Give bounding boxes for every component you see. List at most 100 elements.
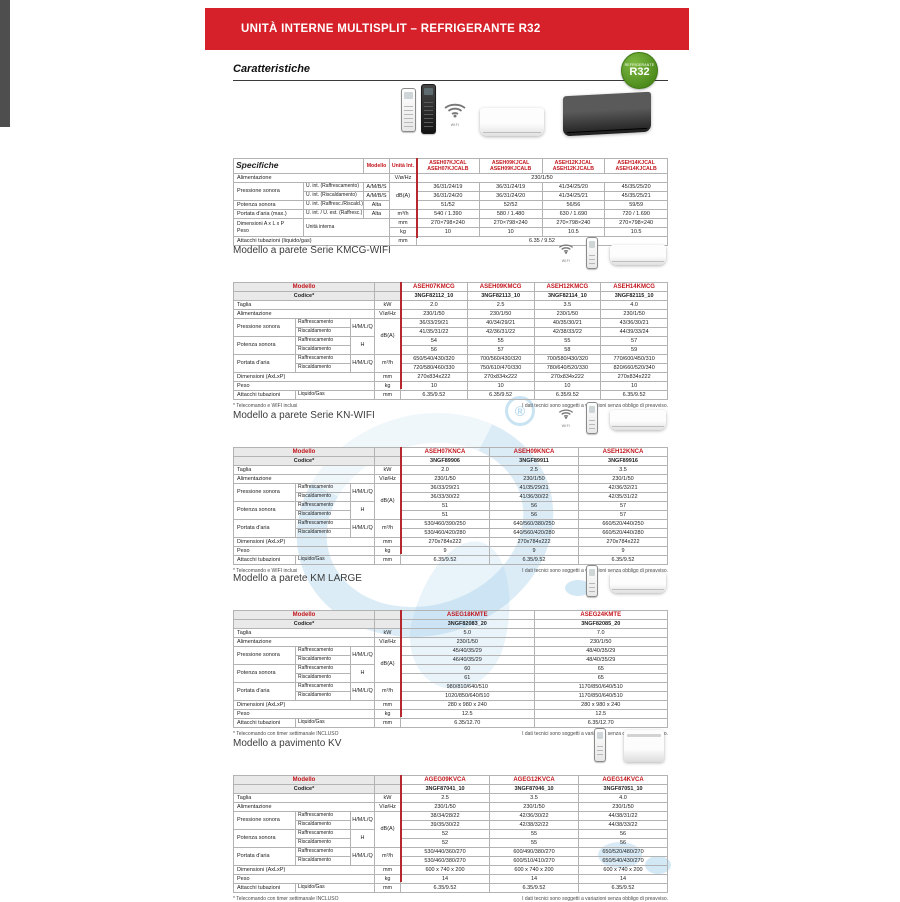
table-row: Dimensioni (AxLxP) mm 270x834x222 270x834x2… bbox=[232, 372, 668, 382]
table-cell: Liquido/Gas bbox=[294, 718, 376, 728]
table-cell: Liquido/Gas bbox=[294, 390, 376, 400]
table-row: Potenza sonora Raffrescamento H 52 55 56 bbox=[233, 829, 668, 848]
section-title: Modello a parete KM LARGE bbox=[233, 573, 362, 584]
remote-control-image bbox=[586, 402, 598, 434]
table-row: Codice* 3NGF82083_20 3NGF82085_20 bbox=[232, 619, 669, 629]
table-cell: 5.0 bbox=[400, 628, 535, 638]
table-cell: 57 bbox=[466, 345, 535, 355]
table-cell: U. int. (Raffresc./Riscald.) bbox=[303, 200, 364, 210]
table-cell: ASEH12KNCA bbox=[578, 447, 668, 457]
table-row: Dimensioni (AxLxP) mm 280 x 980 x 240 280 x… bbox=[232, 700, 669, 710]
table-cell: 230/1/50 bbox=[416, 173, 668, 183]
table-cell: mm bbox=[374, 555, 402, 565]
table-wrap: Modello ASEG18KMTE ASEG24KMTE Codice* 3NGF82… bbox=[232, 610, 669, 728]
table-wrap: Modello ASEH07KNCA ASEH09KNCA ASEH12KNCA Cod… bbox=[232, 447, 668, 565]
table-cell: 36/31/24/20 bbox=[416, 191, 480, 201]
section-icons bbox=[518, 728, 668, 766]
table-row: Pressione sonora U. int. (Raffrescamento)… bbox=[233, 182, 668, 210]
table-cell: V/ø/Hz bbox=[374, 637, 402, 647]
table-cell: ASEH14KJCAL ASEH14KJCALB bbox=[604, 158, 668, 174]
table-cell: 780/640/520/330 bbox=[533, 363, 602, 373]
table-cell: H/M/L/Q bbox=[349, 318, 376, 337]
table-row: Pressione sonora Raffrescamento H/M/L/Q dB(… bbox=[233, 646, 669, 683]
table-cell: 52/52 bbox=[478, 200, 543, 210]
table-cell: 10 bbox=[416, 227, 480, 237]
table-cell: kW bbox=[374, 793, 402, 803]
specifiche-table-wrap: Specifiche Modello Unità Int. ASEH07KJCAL A… bbox=[233, 158, 668, 246]
table-cell bbox=[374, 784, 402, 794]
table-cell: 270x834x222 bbox=[600, 372, 668, 382]
table-cell: Peso bbox=[232, 709, 376, 719]
table-cell: kg bbox=[374, 381, 402, 391]
remote-control-black-image bbox=[421, 84, 436, 134]
table-cell: m³/h bbox=[374, 354, 402, 373]
table-cell: 820/660/520/340 bbox=[600, 363, 668, 373]
table-cell: Riscaldamento bbox=[295, 327, 351, 337]
table-cell: ASEH12KJCAL ASEH12KJCALB bbox=[541, 158, 606, 174]
wall-unit-image bbox=[610, 245, 666, 265]
table-cell: Riscaldamento bbox=[295, 691, 351, 701]
table-row: Attacchi tubazioni Liquido/Gas mm 6.35/9.52… bbox=[233, 390, 668, 400]
table-cell: 720 / 1.690 bbox=[604, 209, 668, 219]
table-cell: H bbox=[349, 336, 376, 355]
table-cell: 660/520/440/250 bbox=[578, 519, 668, 529]
table-cell: H bbox=[349, 829, 376, 848]
table-cell: Dimensioni (AxLxP) bbox=[232, 372, 376, 382]
table-cell: 600 x 740 x 200 bbox=[489, 865, 579, 875]
table-cell: 230/1/50 bbox=[578, 474, 668, 484]
table-cell: 230/1/50 bbox=[400, 637, 535, 647]
table-cell: 42/36/32/21 bbox=[578, 483, 668, 493]
table-cell: H bbox=[349, 501, 376, 520]
table-cell: Dimensioni (AxLxP) bbox=[232, 865, 376, 875]
wall-unit-white-image bbox=[480, 108, 544, 136]
table-cell: 230/1/50 bbox=[400, 474, 491, 484]
page-banner: UNITÀ INTERNE MULTISPLIT – REFRIGERANTE … bbox=[205, 8, 689, 50]
table-cell: 230/1/50 bbox=[600, 309, 668, 319]
table-cell: 56 bbox=[578, 838, 668, 848]
table-cell: 56 bbox=[578, 829, 668, 839]
table-cell: Peso bbox=[232, 381, 376, 391]
section-title: Modello a parete Serie KMCG-WIFI bbox=[233, 245, 391, 256]
table-cell: Portata d'aria (max.) bbox=[233, 209, 304, 219]
table-cell: 230/1/50 bbox=[466, 309, 535, 319]
table-cell: A/M/B/S bbox=[363, 191, 390, 201]
table-cell: Alimentazione bbox=[233, 173, 390, 183]
km-large-table: Modello ASEG18KMTE ASEG24KMTE Codice* 3NGF82… bbox=[232, 610, 669, 728]
wall-unit-black-image bbox=[563, 91, 651, 137]
table-cell: 55 bbox=[489, 829, 579, 839]
table-cell: Dimensioni (AxLxP) bbox=[232, 700, 376, 710]
table-cell: 10 bbox=[533, 381, 602, 391]
table-cell: 59 bbox=[600, 345, 668, 355]
table-cell: 2.5 bbox=[489, 465, 579, 475]
table-cell: Attacchi tubazioni bbox=[233, 718, 296, 728]
table-cell: Pressione sonora bbox=[233, 646, 296, 665]
banner-title: UNITÀ INTERNE MULTISPLIT – REFRIGERANTE … bbox=[241, 23, 541, 35]
table-row: Alimentazione V/ø/Hz 230/1/50 230/1/50 230/1… bbox=[232, 309, 668, 319]
table-cell: mm bbox=[374, 865, 402, 875]
table-cell: 9 bbox=[489, 546, 579, 556]
specifiche-table: Specifiche Modello Unità Int. ASEH07KJCAL A… bbox=[233, 158, 668, 246]
table-cell: kW bbox=[374, 465, 402, 475]
table-cell: Potenza sonora bbox=[233, 829, 296, 848]
table-cell: 980/810/640/510 bbox=[400, 682, 535, 692]
table-cell: Codice* bbox=[232, 784, 376, 794]
table-cell: 59/59 bbox=[604, 200, 668, 210]
table-cell: V/ø/Hz bbox=[374, 474, 402, 484]
table-cell: Riscaldamento bbox=[295, 510, 351, 520]
footnote-left: * Telecomando e WIFI inclusi bbox=[233, 568, 298, 574]
table-row: Riscaldamento 41/35/31/22 42/36/31/22 42/38… bbox=[234, 327, 668, 337]
section-icons: WIFI bbox=[518, 235, 668, 273]
r32-badge-label: R32 bbox=[629, 66, 650, 78]
table-cell: 230/1/50 bbox=[400, 309, 468, 319]
table-cell: Raffrescamento bbox=[295, 847, 351, 857]
table-cell: 660/520/440/280 bbox=[578, 528, 668, 538]
kn-wifi-table: Modello ASEH07KNCA ASEH09KNCA ASEH12KNCA Cod… bbox=[232, 447, 668, 565]
table-cell: Portata d'aria bbox=[233, 682, 296, 701]
table-cell: H/M/L/Q bbox=[349, 519, 376, 538]
table-row: Peso kg 10 10 10 10 bbox=[232, 381, 668, 391]
footnote-left: * Telecomando e WIFI inclusi bbox=[233, 403, 298, 409]
data-table: Modello ASEG18KMTE ASEG24KMTE Codice* 3NGF82… bbox=[232, 610, 669, 728]
table-row: Potenza sonora Raffrescamento H 60 65 bbox=[233, 664, 669, 683]
table-cell: 650/520/480/270 bbox=[578, 847, 668, 857]
data-table: Specifiche Modello Unità Int. ASEH07KJCAL A… bbox=[233, 158, 668, 246]
